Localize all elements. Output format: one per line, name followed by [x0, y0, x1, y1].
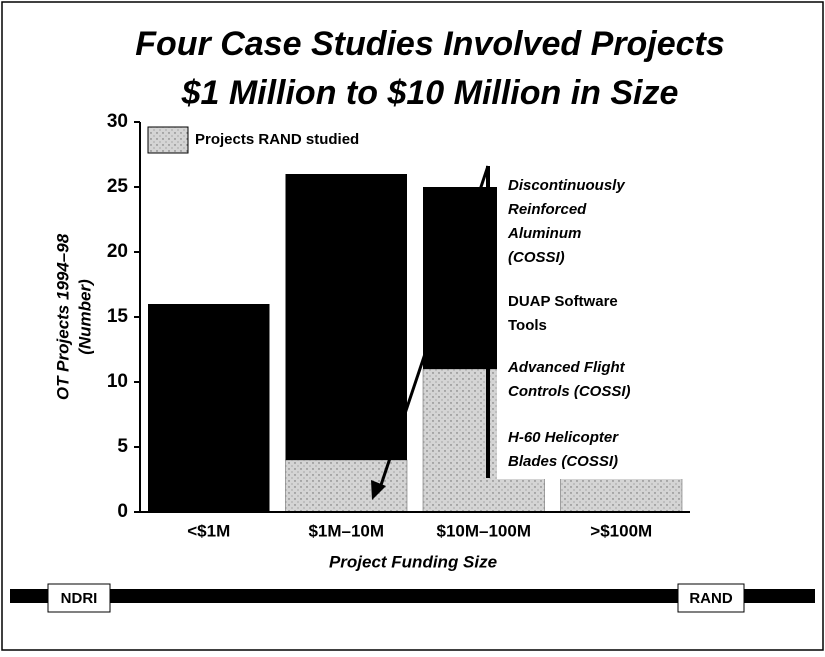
y-tick-label: 20: [107, 241, 128, 262]
annotation: Advanced Flight: [507, 359, 626, 376]
annotation: Blades (COSSI): [508, 453, 618, 470]
x-tick-label: <$1M: [187, 521, 230, 540]
legend-swatch: [147, 126, 189, 154]
annotation-box: [497, 163, 687, 479]
y-axis-title: (Number): [75, 279, 94, 355]
footer-left: NDRI: [61, 590, 98, 607]
bar-segment: [285, 459, 408, 513]
y-tick-label: 30: [107, 111, 128, 132]
arrow-head: [371, 480, 386, 500]
annotation: Aluminum: [507, 225, 581, 242]
chart-title: $1 Million to $10 Million in Size: [181, 74, 679, 112]
annotation: H-60 Helicopter: [508, 429, 619, 446]
y-tick-label: 15: [107, 306, 129, 327]
y-axis-title: OT Projects 1994–98: [53, 233, 72, 400]
legend-label: Projects RAND studied: [195, 131, 359, 148]
annotation: Discontinuously: [508, 177, 625, 194]
annotation: Tools: [508, 317, 547, 334]
x-tick-label: $10M–100M: [436, 521, 531, 540]
annotation: Controls (COSSI): [508, 383, 631, 400]
footer-bar: [10, 589, 815, 603]
x-tick-label: >$100M: [590, 521, 652, 540]
bar-segment: [285, 174, 407, 460]
y-tick-label: 25: [107, 176, 129, 197]
annotation: Reinforced: [508, 201, 587, 218]
annotation: (COSSI): [508, 249, 565, 266]
chart-title: Four Case Studies Involved Projects: [135, 25, 725, 63]
x-tick-label: $1M–10M: [308, 521, 384, 540]
footer-box: [677, 583, 745, 613]
footer-right: RAND: [689, 590, 732, 607]
annotations: Discontinuously Reinforced Aluminum (COS…: [507, 177, 631, 470]
footer-box: [47, 583, 111, 613]
y-tick-label: 0: [117, 501, 128, 522]
annotation: DUAP Software: [508, 293, 618, 310]
arrow-line: [378, 165, 490, 489]
bar-segment: [148, 304, 270, 512]
y-tick-label: 10: [107, 371, 128, 392]
y-tick-label: 5: [117, 436, 128, 457]
x-axis-title: Project Funding Size: [329, 552, 497, 571]
